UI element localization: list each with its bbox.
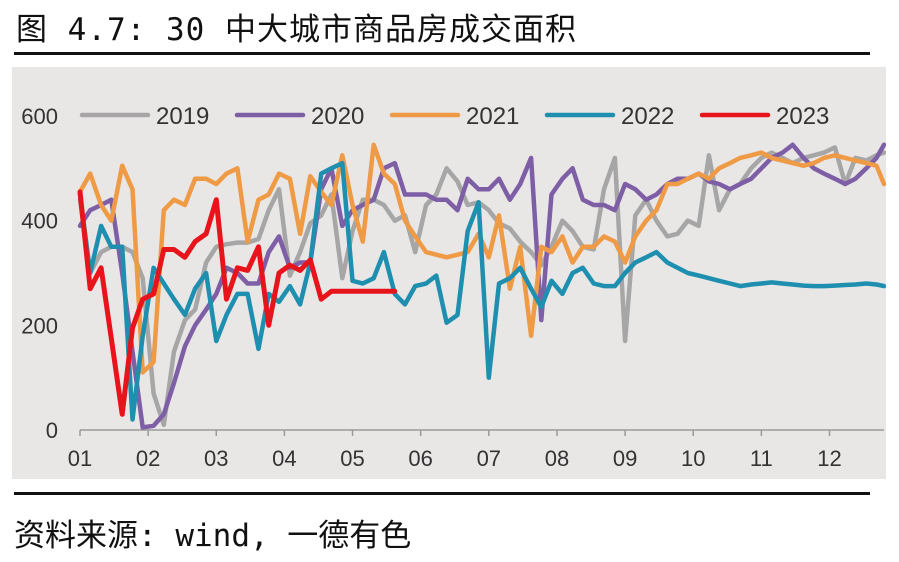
x-tick-label: 10	[681, 446, 705, 471]
x-tick-label: 02	[136, 446, 160, 471]
x-tick-label: 12	[817, 446, 841, 471]
x-tick-label: 03	[204, 446, 228, 471]
chart-title: 图 4.7: 30 中大城市商品房成交面积	[16, 12, 577, 48]
y-tick-label: 0	[46, 418, 58, 443]
legend-label-2023: 2023	[776, 103, 829, 130]
x-tick-label: 09	[613, 446, 637, 471]
source-divider	[14, 492, 870, 495]
legend-label-2021: 2021	[466, 103, 519, 130]
x-tick-label: 11	[750, 446, 773, 471]
x-tick-label: 04	[272, 446, 296, 471]
legend-label-2019: 2019	[156, 103, 209, 130]
x-tick-label: 05	[340, 446, 364, 471]
series-line-2020	[77, 142, 886, 430]
x-tick-label: 06	[408, 446, 432, 471]
series-line-2023	[77, 189, 398, 417]
line-chart: 0 200 400 600 01 02 03 04 05 06 07 08 09 10 11 12 2019 20…	[12, 67, 886, 479]
series-line-2021	[77, 142, 886, 375]
legend-label-2020: 2020	[311, 103, 364, 130]
series-line-2022	[77, 160, 886, 422]
x-tick-label: 07	[477, 446, 501, 471]
legend-label-2022: 2022	[621, 103, 674, 130]
y-tick-label: 200	[21, 313, 58, 338]
y-tick-label: 600	[21, 104, 58, 129]
series-line-2019	[77, 145, 886, 428]
source-note: 资料来源: wind, 一德有色	[14, 518, 412, 554]
x-tick-label: 01	[68, 446, 92, 471]
x-tick-label: 08	[545, 446, 569, 471]
y-tick-label: 400	[21, 209, 58, 234]
title-divider	[14, 52, 870, 55]
